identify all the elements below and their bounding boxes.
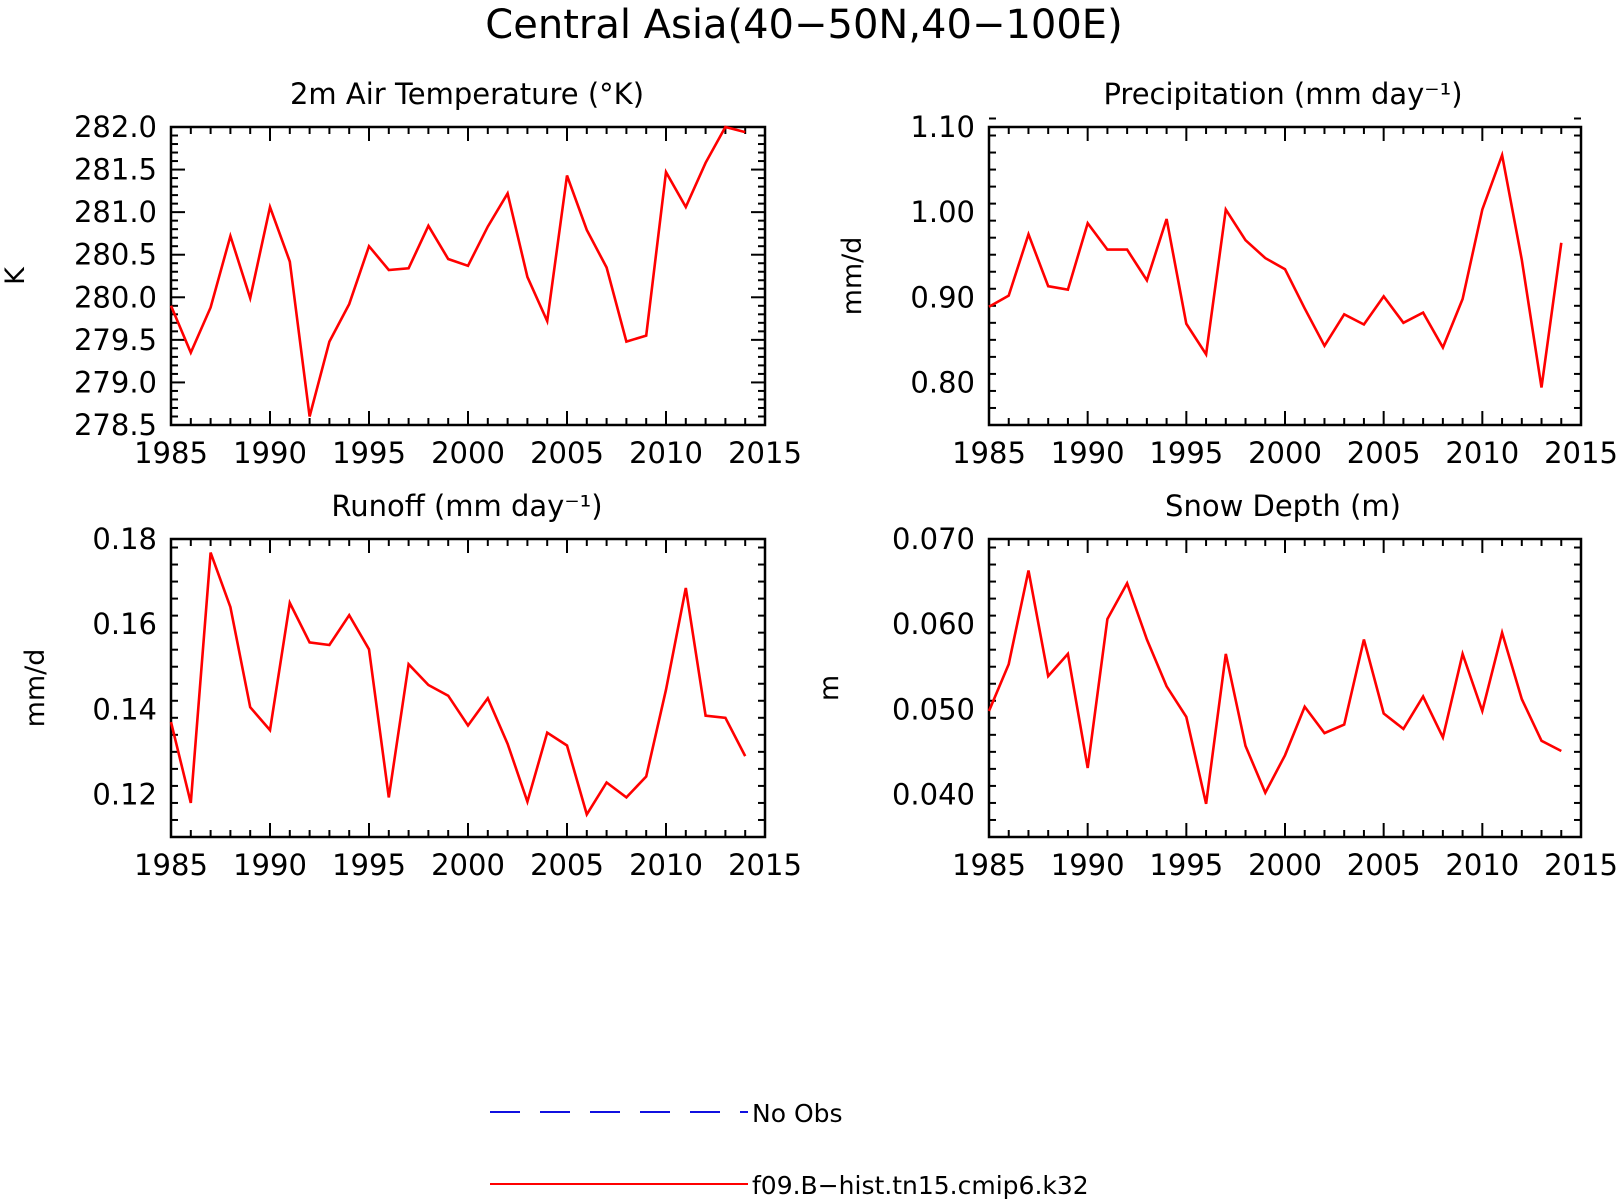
legend: No Obs f09.B−hist.tn15.cmip6.k32 <box>490 1099 1089 1200</box>
plot-area: 1985 1990 1995 2000 2005 2010 2015 0.80 0.90 1.00… <box>910 110 1617 470</box>
panel-title: Runoff (mm day⁻¹) <box>331 489 602 523</box>
x-tick-label: 2010 <box>629 848 703 882</box>
panel-snow-depth: Snow Depth (m) m 1985 1990 1995 2000 2005 201… <box>814 489 1618 882</box>
y-tick-label: 0.070 <box>892 522 975 556</box>
y-tick-label: 0.80 <box>910 365 975 399</box>
plot-frame <box>169 537 767 839</box>
x-tick-label: 2015 <box>728 436 802 470</box>
x-tick-label: 2005 <box>1347 436 1421 470</box>
plot-frame <box>987 537 1583 839</box>
x-tick-label: 2010 <box>1445 436 1519 470</box>
y-tick-label: 280.0 <box>74 280 157 314</box>
x-tick-label: 1985 <box>134 848 208 882</box>
series-line <box>988 150 1563 388</box>
y-tick-label: 279.5 <box>74 323 157 357</box>
panel-temperature: 2m Air Temperature (°K) K 1985 1990 1995 20… <box>0 77 802 470</box>
y-axis-label: K <box>0 266 31 285</box>
figure-title: Central Asia(40−50N,40−100E) <box>485 2 1122 48</box>
x-tick-label: 1995 <box>1149 436 1223 470</box>
y-tick-label: 0.050 <box>892 692 975 726</box>
y-tick-label: 0.060 <box>892 607 975 641</box>
x-tick-label: 2015 <box>728 848 802 882</box>
x-tick-label: 1995 <box>1149 848 1223 882</box>
series-line <box>987 570 1562 805</box>
y-tick-label: 0.14 <box>92 692 157 726</box>
legend-label-no-obs: No Obs <box>752 1099 843 1128</box>
y-tick-label: 1.00 <box>910 195 975 229</box>
plot-area: 1985 1990 1995 2000 2005 2010 2015 278.5 279.0 27… <box>74 110 802 470</box>
panel-precipitation: Precipitation (mm day⁻¹) mm/d 1985 1990 19… <box>837 77 1618 470</box>
x-tick-label: 2005 <box>1347 848 1421 882</box>
x-tick-label: 2015 <box>1544 436 1618 470</box>
x-tick-label: 2005 <box>530 436 604 470</box>
y-tick-label: 281.5 <box>74 153 157 187</box>
series-line <box>169 552 747 818</box>
y-tick-label: 0.16 <box>92 607 157 641</box>
x-tick-label: 2005 <box>530 848 604 882</box>
y-axis-label: mm/d <box>20 649 51 728</box>
x-tick-label: 1990 <box>233 436 307 470</box>
panel-title: Snow Depth (m) <box>1165 489 1401 523</box>
x-tick-label: 1985 <box>134 436 208 470</box>
x-tick-label: 2000 <box>431 848 505 882</box>
x-tick-label: 1990 <box>233 848 307 882</box>
x-tick-label: 2010 <box>1445 848 1519 882</box>
plot-frame <box>987 125 1583 427</box>
x-tick-label: 1990 <box>1051 848 1125 882</box>
y-axis-label: mm/d <box>837 237 868 316</box>
y-tick-label: 1.10 <box>910 110 975 144</box>
y-tick-label: 0.040 <box>892 777 975 811</box>
y-tick-label: 281.0 <box>74 195 157 229</box>
x-tick-label: 1985 <box>952 848 1026 882</box>
x-tick-label: 2000 <box>1248 436 1322 470</box>
y-axis-label: m <box>814 675 845 701</box>
y-tick-label: 0.12 <box>92 777 157 811</box>
x-tick-label: 1995 <box>332 848 406 882</box>
y-tick-label: 280.5 <box>74 238 157 272</box>
x-tick-label: 2010 <box>629 436 703 470</box>
y-tick-label: 278.5 <box>74 408 157 442</box>
x-tick-label: 1995 <box>332 436 406 470</box>
x-tick-label: 2000 <box>431 436 505 470</box>
plot-frame <box>169 125 767 427</box>
legend-label-model: f09.B−hist.tn15.cmip6.k32 <box>752 1171 1089 1200</box>
y-tick-label: 0.18 <box>92 522 157 556</box>
x-tick-label: 2000 <box>1248 848 1322 882</box>
x-tick-label: 1990 <box>1051 436 1125 470</box>
plot-area: 1985 1990 1995 2000 2005 2010 2015 0.12 0.14 0.16… <box>92 522 801 882</box>
y-tick-label: 279.0 <box>74 365 157 399</box>
y-tick-label: 0.90 <box>910 280 975 314</box>
y-tick-label: 282.0 <box>74 110 157 144</box>
series-line <box>169 125 746 417</box>
x-tick-label: 2015 <box>1544 848 1618 882</box>
panel-title: Precipitation (mm day⁻¹) <box>1103 77 1462 111</box>
x-tick-label: 1985 <box>952 436 1026 470</box>
panel-runoff: Runoff (mm day⁻¹) mm/d 1985 1990 1995 2000 2… <box>20 489 802 882</box>
panel-title: 2m Air Temperature (°K) <box>290 77 644 111</box>
plot-area: 1985 1990 1995 2000 2005 2010 2015 0.040 0.050 0.… <box>892 522 1618 882</box>
